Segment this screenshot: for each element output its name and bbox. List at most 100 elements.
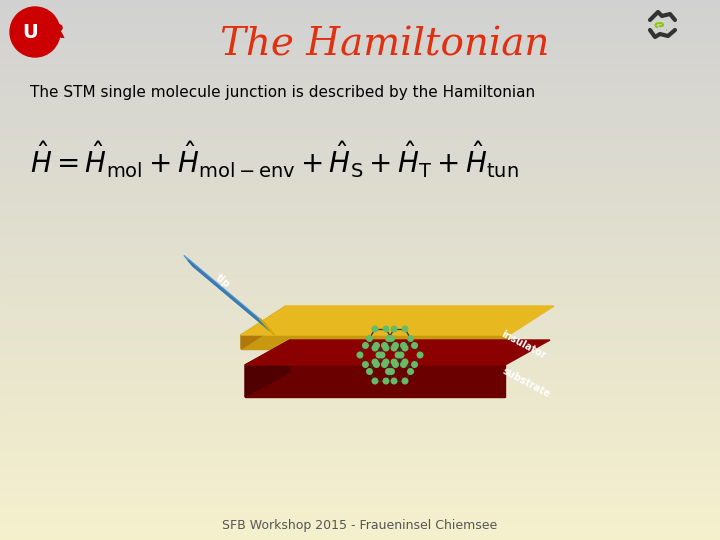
Bar xyxy=(0,47,720,49)
Bar xyxy=(0,90,720,92)
Bar xyxy=(0,239,720,241)
Bar xyxy=(0,22,720,23)
Bar xyxy=(0,243,720,245)
Bar xyxy=(0,297,720,299)
Polygon shape xyxy=(260,319,274,335)
Circle shape xyxy=(402,326,408,332)
Bar xyxy=(0,255,720,258)
Bar xyxy=(0,474,720,475)
Circle shape xyxy=(363,362,368,367)
Text: The STM single molecule junction is described by the Hamiltonian: The STM single molecule junction is desc… xyxy=(30,84,535,99)
Bar xyxy=(0,59,720,61)
Bar xyxy=(0,320,720,322)
Bar xyxy=(0,218,720,220)
Bar xyxy=(0,281,720,282)
Circle shape xyxy=(372,359,378,365)
Bar xyxy=(0,520,720,522)
Bar xyxy=(0,70,720,72)
Bar xyxy=(0,135,720,137)
Bar xyxy=(0,166,720,167)
Bar xyxy=(0,312,720,313)
Bar xyxy=(0,358,720,360)
Bar xyxy=(0,336,720,339)
Bar xyxy=(0,238,720,239)
Polygon shape xyxy=(241,335,509,349)
Bar xyxy=(0,326,720,328)
Bar xyxy=(0,245,720,247)
Bar xyxy=(0,207,720,209)
Bar xyxy=(0,427,720,428)
Bar xyxy=(0,331,720,333)
Bar xyxy=(0,76,720,77)
Bar xyxy=(0,123,720,124)
Bar xyxy=(0,164,720,166)
Bar xyxy=(0,447,720,448)
Bar xyxy=(0,52,720,54)
Circle shape xyxy=(401,343,406,348)
Polygon shape xyxy=(188,260,269,330)
Circle shape xyxy=(383,326,389,332)
Bar xyxy=(0,169,720,171)
Bar xyxy=(0,177,720,178)
Bar xyxy=(0,324,720,326)
Bar xyxy=(0,32,720,34)
Bar xyxy=(0,225,720,227)
Bar xyxy=(0,106,720,108)
Bar xyxy=(0,212,720,214)
Bar xyxy=(0,108,720,110)
Bar xyxy=(0,374,720,376)
Bar xyxy=(0,140,720,142)
Bar xyxy=(0,25,720,27)
Bar xyxy=(0,401,720,403)
Bar xyxy=(0,178,720,180)
Bar xyxy=(0,385,720,387)
Bar xyxy=(0,464,720,466)
Bar xyxy=(0,302,720,304)
Bar xyxy=(0,216,720,218)
Bar xyxy=(0,484,720,486)
Circle shape xyxy=(408,369,413,374)
Bar xyxy=(0,450,720,452)
Bar xyxy=(0,272,720,274)
Bar xyxy=(0,194,720,196)
Bar xyxy=(0,220,720,221)
Bar xyxy=(0,515,720,517)
Bar xyxy=(0,270,720,272)
Bar xyxy=(0,498,720,501)
Bar xyxy=(0,351,720,353)
Circle shape xyxy=(382,343,387,348)
Polygon shape xyxy=(241,306,554,335)
Circle shape xyxy=(363,343,368,348)
Bar xyxy=(0,470,720,471)
Bar xyxy=(0,228,720,231)
Bar xyxy=(0,282,720,285)
Circle shape xyxy=(402,359,408,365)
Bar xyxy=(0,390,720,393)
Bar xyxy=(0,83,720,85)
Bar xyxy=(0,200,720,201)
Bar xyxy=(0,63,720,65)
Bar xyxy=(0,151,720,153)
Bar xyxy=(0,167,720,169)
Bar xyxy=(0,371,720,373)
Bar xyxy=(0,158,720,160)
Bar xyxy=(0,285,720,286)
Bar xyxy=(0,153,720,155)
Bar xyxy=(0,2,720,4)
Bar xyxy=(0,204,720,205)
Bar xyxy=(0,137,720,139)
Bar xyxy=(0,497,720,498)
Bar xyxy=(0,335,720,336)
Bar xyxy=(0,232,720,234)
Bar xyxy=(0,211,720,212)
Polygon shape xyxy=(245,340,290,397)
Bar xyxy=(0,290,720,292)
Text: The Hamiltonian: The Hamiltonian xyxy=(220,26,549,64)
Bar xyxy=(0,329,720,331)
Bar xyxy=(0,288,720,290)
Bar xyxy=(0,93,720,96)
Bar xyxy=(0,308,720,309)
Bar xyxy=(0,162,720,164)
Bar xyxy=(0,101,720,103)
Bar xyxy=(0,241,720,243)
